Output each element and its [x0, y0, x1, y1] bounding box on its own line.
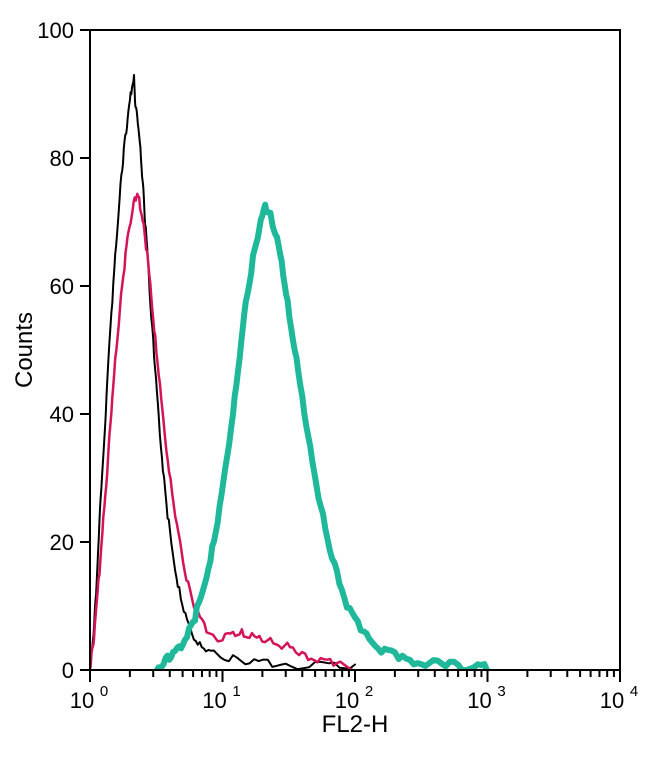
flow-cytometry-chart: 100101102103104FL2-H020406080100Counts [0, 0, 650, 768]
svg-text:4: 4 [630, 683, 638, 700]
svg-text:2: 2 [365, 683, 373, 700]
series-black [90, 75, 355, 670]
svg-text:10: 10 [70, 688, 94, 713]
chart-svg: 100101102103104FL2-H020406080100Counts [0, 0, 650, 768]
svg-text:1: 1 [232, 683, 240, 700]
y-tick-label: 40 [50, 402, 74, 427]
svg-text:3: 3 [497, 683, 505, 700]
y-tick-label: 80 [50, 146, 74, 171]
svg-text:10: 10 [202, 688, 226, 713]
svg-text:10: 10 [335, 688, 359, 713]
svg-text:10: 10 [467, 688, 491, 713]
x-axis-label: FL2-H [322, 711, 389, 738]
x-tick-label: 10 4 [600, 683, 638, 713]
y-axis-label: Counts [11, 312, 38, 388]
svg-text:0: 0 [100, 683, 108, 700]
svg-text:10: 10 [600, 688, 624, 713]
x-tick-label: 10 3 [467, 683, 505, 713]
y-tick-label: 0 [62, 658, 74, 683]
series-teal [157, 205, 488, 672]
x-tick-label: 10 1 [202, 683, 240, 713]
y-tick-label: 100 [37, 18, 74, 43]
x-tick-label: 10 0 [70, 683, 108, 713]
y-tick-label: 20 [50, 530, 74, 555]
x-tick-label: 10 2 [335, 683, 373, 713]
series-magenta [90, 194, 355, 672]
y-tick-label: 60 [50, 274, 74, 299]
